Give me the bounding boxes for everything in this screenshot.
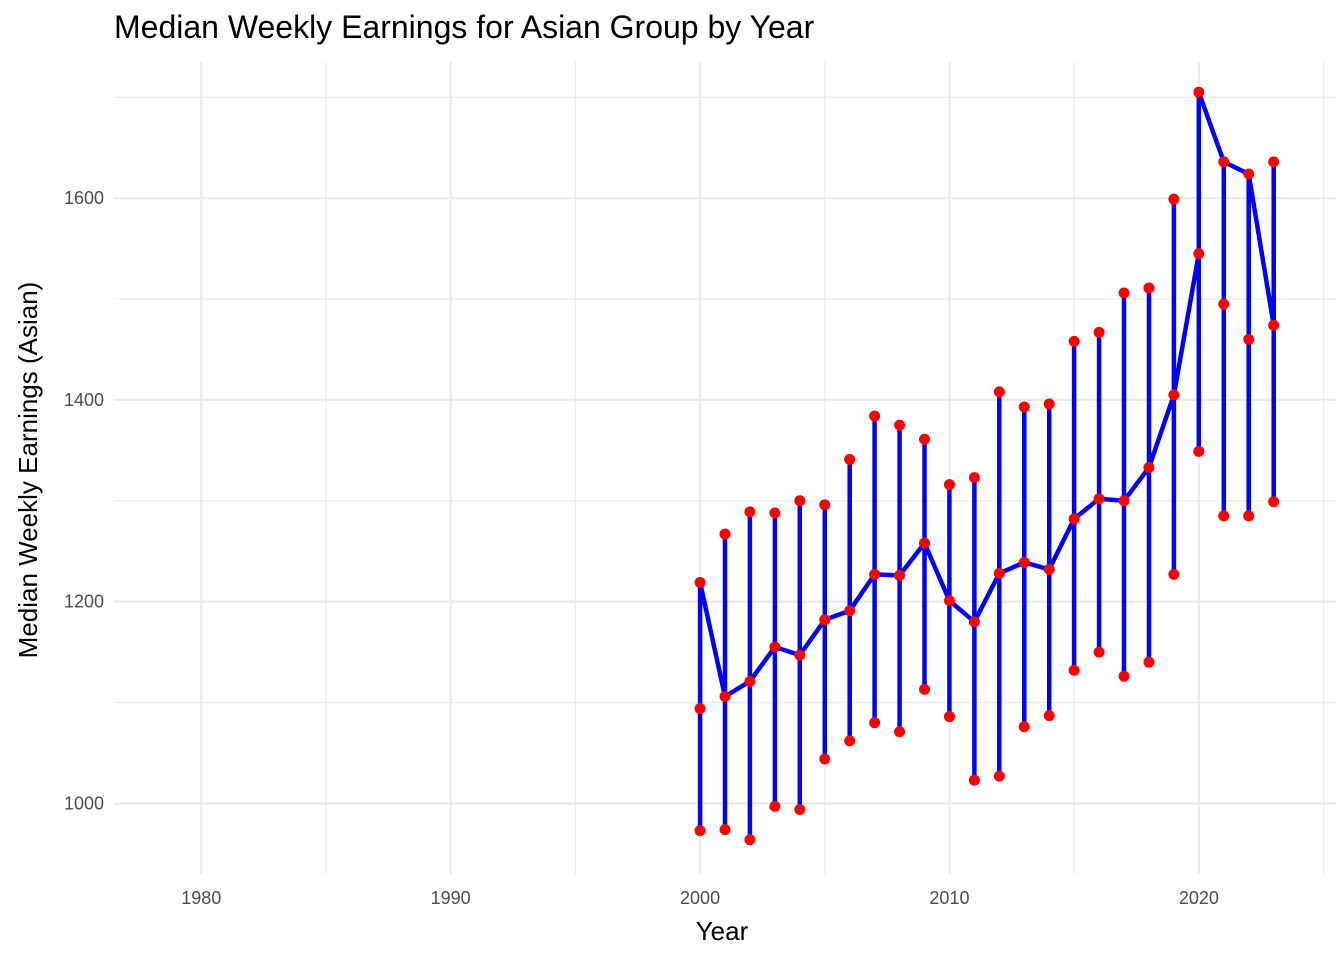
x-tick-label: 2000 (680, 888, 720, 908)
x-tick-label: 2020 (1179, 888, 1219, 908)
data-point (993, 386, 1005, 398)
data-point (769, 641, 781, 653)
data-point (819, 753, 831, 765)
data-point (694, 576, 706, 588)
data-point (993, 770, 1005, 782)
data-point (744, 834, 756, 846)
data-point (744, 506, 756, 518)
y-tick-label: 1400 (64, 390, 104, 410)
chart-title: Median Weekly Earnings for Asian Group b… (114, 9, 815, 45)
data-point (844, 453, 856, 465)
x-axis-ticks: 1980 1990 2000 2010 2020 (181, 888, 1219, 908)
data-point (1068, 335, 1080, 347)
data-point (1168, 568, 1180, 580)
data-point (1118, 287, 1130, 299)
data-point (769, 800, 781, 812)
x-tick-label: 1980 (181, 888, 221, 908)
data-point (1193, 445, 1205, 457)
data-point (1218, 510, 1230, 522)
data-point (1268, 156, 1280, 168)
data-point (1143, 461, 1155, 473)
data-point (919, 683, 931, 695)
data-point (1043, 710, 1055, 722)
data-point (869, 717, 881, 729)
data-point (719, 690, 731, 702)
data-point (1243, 510, 1255, 522)
data-point (794, 803, 806, 815)
data-point (1143, 282, 1155, 294)
y-tick-label: 1200 (64, 592, 104, 612)
gridlines (114, 62, 1336, 874)
data-point (1068, 664, 1080, 676)
data-point (1093, 493, 1105, 505)
data-point (1018, 401, 1030, 413)
data-point (794, 495, 806, 507)
data-point (968, 774, 980, 786)
data-point (869, 568, 881, 580)
data-point (719, 824, 731, 836)
data-point (1018, 721, 1030, 733)
data-point (694, 703, 706, 715)
data-point (819, 499, 831, 511)
series-line (697, 90, 1276, 842)
data-point (869, 410, 881, 422)
y-axis-ticks: 1000 1200 1400 1600 (64, 188, 104, 813)
data-point (943, 595, 955, 607)
data-point (943, 711, 955, 723)
data-point (894, 419, 906, 431)
data-point (968, 472, 980, 484)
data-point (919, 537, 931, 549)
data-point (968, 616, 980, 628)
x-tick-label: 1990 (431, 888, 471, 908)
data-point (894, 569, 906, 581)
data-point (919, 433, 931, 445)
data-point (1268, 496, 1280, 508)
x-axis-title: Year (696, 916, 749, 946)
data-point (1218, 156, 1230, 168)
data-point (719, 528, 731, 540)
data-point (1143, 656, 1155, 668)
y-tick-label: 1600 (64, 188, 104, 208)
data-point (943, 479, 955, 491)
data-point (1218, 298, 1230, 310)
data-point (819, 614, 831, 626)
data-series (694, 86, 1280, 846)
y-axis-title: Median Weekly Earnings (Asian) (13, 282, 43, 659)
data-point (894, 726, 906, 738)
data-point (744, 675, 756, 687)
data-point (1043, 563, 1055, 575)
data-point (1243, 333, 1255, 345)
data-point (1118, 670, 1130, 682)
data-point (1268, 319, 1280, 331)
data-point (1068, 513, 1080, 525)
data-point (1168, 389, 1180, 401)
data-point (1243, 168, 1255, 180)
data-point (1193, 86, 1205, 98)
data-point (1168, 193, 1180, 205)
data-point (1193, 248, 1205, 260)
data-point (769, 507, 781, 519)
x-tick-label: 2010 (929, 888, 969, 908)
data-point (694, 825, 706, 837)
data-point (1118, 495, 1130, 507)
data-point (993, 567, 1005, 579)
data-point (1093, 326, 1105, 338)
data-point (1018, 556, 1030, 568)
data-point (794, 649, 806, 661)
y-tick-label: 1000 (64, 793, 104, 813)
data-point (844, 605, 856, 617)
data-point (844, 735, 856, 747)
data-point (1043, 398, 1055, 410)
data-point (1093, 646, 1105, 658)
